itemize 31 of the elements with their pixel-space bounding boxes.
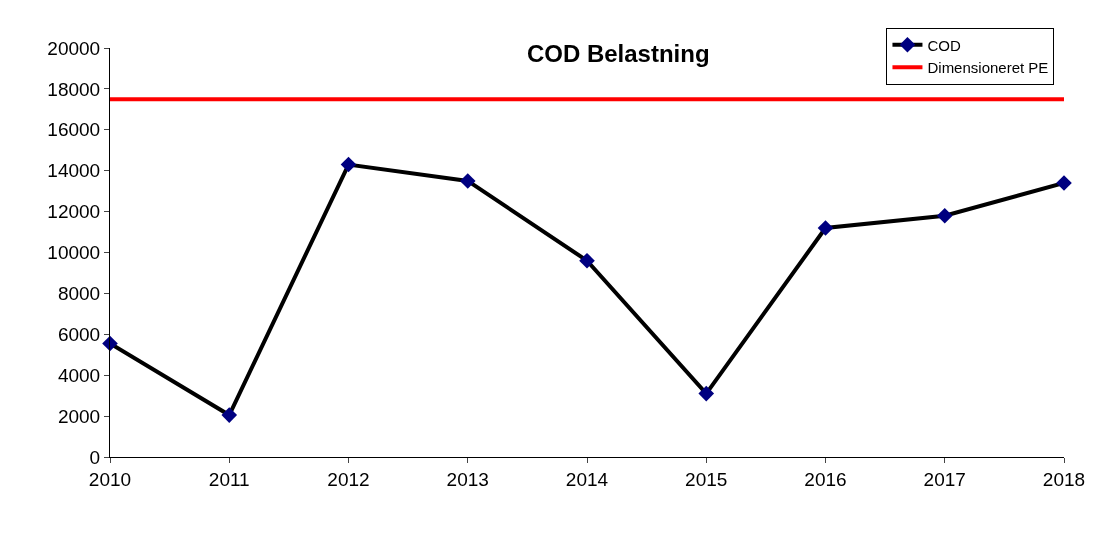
x-tick-label: 2018 bbox=[1042, 468, 1086, 490]
point bbox=[221, 407, 238, 423]
point bbox=[340, 156, 357, 173]
y-tick-label: 4000 bbox=[57, 364, 101, 386]
chart-title: COD Belastning bbox=[526, 39, 710, 67]
y-tick-label: 6000 bbox=[57, 323, 101, 345]
point bbox=[459, 173, 476, 189]
x-tick-label: 2017 bbox=[923, 468, 966, 490]
x-tick-label: 2014 bbox=[565, 468, 609, 490]
x-tick-label: 2011 bbox=[208, 468, 250, 490]
legend-label: Dimensioneret PE bbox=[927, 59, 1049, 77]
point bbox=[579, 252, 595, 269]
point bbox=[936, 207, 953, 224]
x-tick-label: 2016 bbox=[804, 468, 847, 490]
legend-label: COD bbox=[927, 36, 961, 54]
y-tick-label: 10000 bbox=[47, 242, 101, 264]
point bbox=[1056, 175, 1072, 191]
y-tick-label: 0 bbox=[89, 446, 101, 468]
x-tick-label: 2012 bbox=[327, 468, 370, 490]
x-tick-label: 2013 bbox=[446, 468, 489, 490]
y-tick-label: 14000 bbox=[47, 160, 101, 182]
y-tick-label: 16000 bbox=[47, 119, 101, 141]
x-tick-label: 2015 bbox=[685, 468, 728, 490]
x-tick-label: 2010 bbox=[88, 468, 132, 490]
y-tick-label: 18000 bbox=[47, 78, 101, 100]
y-tick-label: 8000 bbox=[57, 283, 101, 305]
y-tick-label: 12000 bbox=[47, 201, 101, 223]
point bbox=[817, 220, 834, 236]
point bbox=[698, 385, 715, 402]
y-tick-label: 20000 bbox=[47, 37, 101, 59]
y-tick-label: 2000 bbox=[57, 405, 101, 427]
